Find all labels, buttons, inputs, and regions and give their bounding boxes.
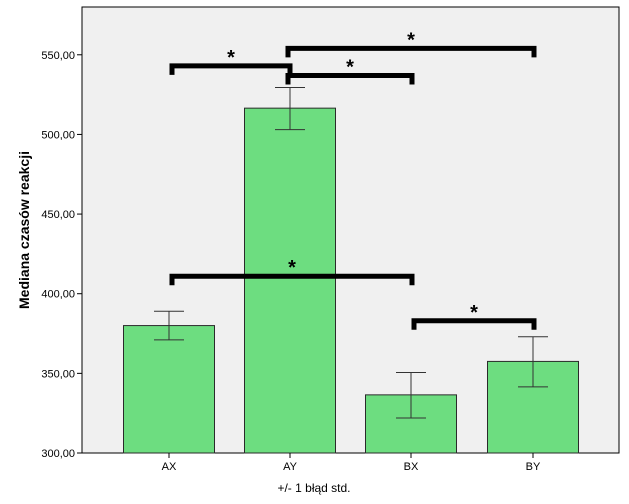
x-tick-label: BX <box>404 461 419 473</box>
bar-ay <box>244 107 336 454</box>
y-tick-label: 500,00 <box>41 129 75 141</box>
error-bars-group <box>154 86 548 419</box>
y-tick-label: 550,00 <box>41 50 75 62</box>
y-axis-title: Mediana czasów reakcji <box>16 151 32 309</box>
x-tick-label: AX <box>162 461 177 473</box>
significance-bracket <box>169 273 415 286</box>
significance-star: * <box>407 29 415 51</box>
x-tick-label: AY <box>283 461 298 473</box>
significance-star: * <box>227 47 235 69</box>
bar-ax <box>123 325 215 454</box>
x-axis: AX AY BX BY <box>162 453 541 473</box>
x-tick-label: BY <box>526 461 541 473</box>
x-axis-title: +/- 1 błąd std. <box>277 481 350 495</box>
significance-brackets-group: * * * * * <box>169 29 537 330</box>
significance-star: * <box>346 56 354 78</box>
significance-bracket <box>285 45 537 58</box>
y-axis: 300,00 350,00 400,00 450,00 500,00 550,00 <box>41 50 82 460</box>
significance-bracket <box>169 63 293 75</box>
significance-bracket <box>411 318 537 330</box>
significance-bracket <box>285 72 415 85</box>
significance-star: * <box>470 302 478 324</box>
y-tick-label: 350,00 <box>41 368 75 380</box>
significance-star: * <box>288 257 296 279</box>
y-tick-label: 300,00 <box>41 448 75 460</box>
y-tick-label: 400,00 <box>41 289 75 301</box>
y-tick-label: 450,00 <box>41 209 75 221</box>
